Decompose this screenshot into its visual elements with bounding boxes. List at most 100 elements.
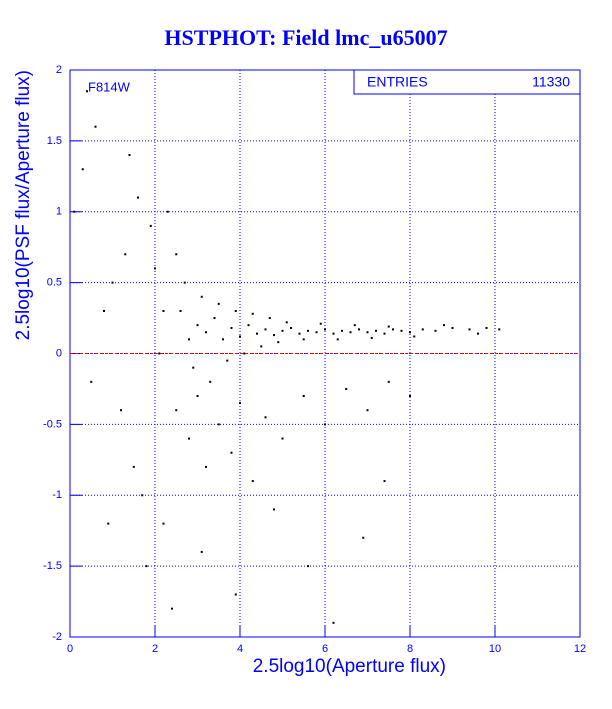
y-tick-label: -2 bbox=[52, 631, 62, 643]
point bbox=[90, 380, 93, 383]
annotation: F814W bbox=[88, 79, 131, 94]
point bbox=[230, 326, 233, 329]
x-tick-label: 0 bbox=[67, 643, 73, 655]
point bbox=[319, 322, 322, 325]
y-tick-label: -1 bbox=[52, 489, 62, 501]
stats-box bbox=[353, 69, 581, 95]
point bbox=[230, 451, 233, 454]
point bbox=[332, 332, 335, 335]
point bbox=[366, 409, 369, 412]
point bbox=[234, 309, 237, 312]
point bbox=[81, 168, 84, 171]
point bbox=[370, 336, 373, 339]
point bbox=[307, 329, 309, 332]
x-tick-label: 6 bbox=[322, 643, 328, 655]
y-tick-label: 0.5 bbox=[47, 277, 62, 289]
point bbox=[307, 565, 309, 568]
stats-value: 11330 bbox=[532, 74, 570, 90]
y-tick-label: 1.5 bbox=[47, 135, 62, 147]
point bbox=[498, 328, 501, 331]
point bbox=[387, 325, 390, 328]
point bbox=[226, 359, 229, 362]
point bbox=[434, 329, 437, 332]
point bbox=[273, 508, 275, 511]
point bbox=[332, 621, 335, 624]
y-tick-label: 2 bbox=[56, 64, 62, 76]
point bbox=[196, 395, 199, 398]
x-tick-label: 2 bbox=[152, 643, 158, 655]
point bbox=[222, 338, 224, 341]
point bbox=[234, 593, 237, 596]
point bbox=[298, 332, 301, 335]
y-tick-label: -1.5 bbox=[43, 560, 62, 572]
point bbox=[162, 309, 165, 312]
point bbox=[277, 341, 280, 344]
point bbox=[217, 423, 220, 426]
y-axis-label: 2.5log10(PSF flux/Aperture flux) bbox=[13, 70, 34, 340]
point bbox=[443, 324, 445, 327]
point bbox=[281, 437, 284, 440]
x-tick-label: 4 bbox=[237, 643, 243, 655]
point bbox=[375, 329, 377, 332]
point bbox=[192, 366, 195, 369]
point bbox=[239, 402, 241, 405]
point bbox=[302, 338, 305, 341]
point bbox=[264, 416, 267, 419]
point bbox=[179, 309, 182, 312]
point bbox=[285, 321, 288, 324]
point bbox=[86, 90, 88, 93]
point bbox=[239, 335, 241, 338]
point bbox=[205, 465, 207, 468]
point bbox=[145, 565, 148, 568]
point bbox=[341, 329, 343, 332]
point bbox=[166, 210, 169, 213]
point bbox=[196, 324, 199, 327]
point bbox=[137, 196, 139, 199]
x-tick-label: 12 bbox=[574, 643, 586, 655]
point bbox=[251, 312, 254, 315]
point bbox=[209, 380, 212, 383]
point bbox=[392, 328, 394, 331]
point bbox=[413, 335, 416, 338]
point bbox=[468, 328, 471, 331]
x-tick-label: 8 bbox=[407, 643, 413, 655]
stats-label: ENTRIES bbox=[367, 74, 428, 90]
x-tick-label: 10 bbox=[489, 643, 501, 655]
point bbox=[94, 125, 97, 128]
point bbox=[421, 328, 424, 331]
point bbox=[188, 437, 190, 440]
point bbox=[243, 352, 246, 355]
point bbox=[251, 480, 254, 483]
point bbox=[124, 253, 127, 256]
point bbox=[366, 331, 369, 334]
point bbox=[383, 332, 386, 335]
point bbox=[290, 326, 292, 329]
point bbox=[268, 317, 271, 320]
point bbox=[264, 328, 267, 331]
point bbox=[400, 329, 403, 332]
point bbox=[387, 380, 390, 383]
point bbox=[260, 345, 263, 348]
point bbox=[302, 395, 305, 398]
point bbox=[383, 480, 386, 483]
point bbox=[409, 331, 411, 334]
point bbox=[324, 328, 326, 331]
x-axis-label: 2.5log10(Aperture flux) bbox=[253, 656, 446, 677]
point bbox=[120, 409, 122, 412]
point bbox=[362, 536, 365, 539]
point bbox=[315, 331, 318, 334]
point bbox=[345, 387, 348, 390]
point bbox=[336, 338, 339, 341]
point bbox=[141, 494, 144, 497]
point bbox=[485, 326, 488, 329]
point bbox=[281, 329, 284, 332]
point bbox=[349, 331, 352, 334]
point bbox=[149, 224, 152, 227]
point bbox=[175, 409, 178, 412]
point bbox=[162, 522, 165, 525]
point bbox=[256, 332, 258, 335]
point bbox=[132, 465, 135, 468]
point bbox=[200, 295, 203, 298]
point bbox=[358, 328, 360, 331]
